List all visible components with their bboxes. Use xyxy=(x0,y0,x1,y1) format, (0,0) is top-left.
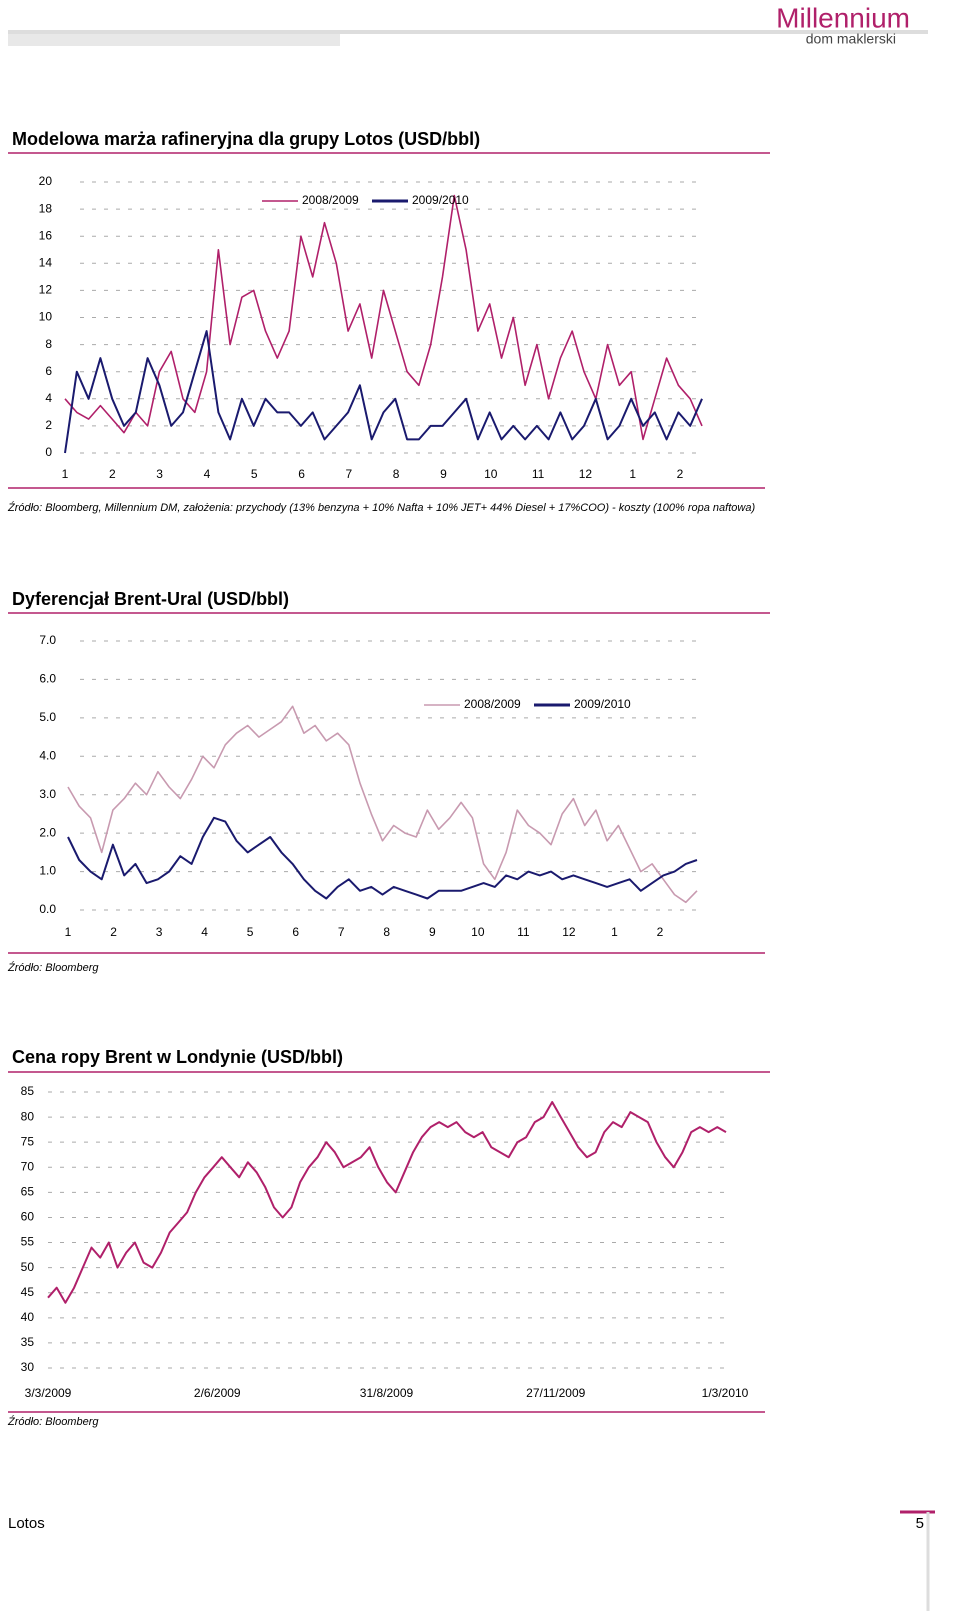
x-tick-label: 12 xyxy=(562,925,576,939)
y-tick-label: 60 xyxy=(21,1210,35,1224)
x-tick-label: 1 xyxy=(629,467,636,481)
series-line xyxy=(67,705,698,904)
x-tick-label: 4 xyxy=(201,925,208,939)
x-tick-label: 8 xyxy=(383,925,390,939)
source-note: Źródło: Bloomberg, Millennium DM, założe… xyxy=(7,501,755,514)
y-tick-label: 55 xyxy=(21,1235,35,1249)
x-tick-label: 10 xyxy=(484,467,498,481)
x-tick-label: 3/3/2009 xyxy=(25,1386,72,1400)
x-tick-label: 2 xyxy=(109,467,116,481)
x-tick-label: 6 xyxy=(298,467,305,481)
x-tick-label: 11 xyxy=(532,467,545,481)
chart-title: Modelowa marża rafineryjna dla grupy Lot… xyxy=(12,129,480,149)
x-tick-label: 1 xyxy=(62,467,69,481)
y-tick-label: 30 xyxy=(21,1360,35,1374)
footer-company: Lotos xyxy=(8,1515,45,1532)
x-tick-label: 1 xyxy=(65,925,72,939)
y-tick-label: 4 xyxy=(45,391,52,405)
y-tick-label: 1.0 xyxy=(39,864,56,878)
x-tick-label: 6 xyxy=(292,925,299,939)
y-tick-label: 7.0 xyxy=(39,633,56,647)
footer-page: 5 xyxy=(916,1515,924,1532)
x-tick-label: 31/8/2009 xyxy=(360,1386,414,1400)
source-note: Źródło: Bloomberg xyxy=(7,1415,99,1428)
y-tick-label: 14 xyxy=(39,255,53,269)
y-tick-label: 0.0 xyxy=(39,902,56,916)
subbrand: dom maklerski xyxy=(806,31,896,47)
x-tick-label: 2 xyxy=(657,925,664,939)
chart-title: Cena ropy Brent w Londynie (USD/bbl) xyxy=(12,1047,343,1067)
y-tick-label: 2 xyxy=(45,418,52,432)
header-bar xyxy=(8,30,928,34)
y-tick-label: 40 xyxy=(21,1310,35,1324)
legend-label: 2009/2010 xyxy=(574,697,631,711)
y-tick-label: 4.0 xyxy=(39,748,56,762)
y-tick-label: 3.0 xyxy=(39,787,56,801)
brand: Millennium xyxy=(776,2,910,33)
y-tick-label: 12 xyxy=(39,283,53,297)
y-tick-label: 6 xyxy=(45,364,52,378)
series-line xyxy=(67,816,698,900)
series-line xyxy=(47,1101,727,1304)
header-bar-shade xyxy=(8,34,340,46)
x-tick-label: 12 xyxy=(579,467,593,481)
x-tick-label: 2 xyxy=(677,467,684,481)
series-line xyxy=(64,330,703,454)
x-tick-label: 7 xyxy=(346,467,353,481)
legend-label: 2008/2009 xyxy=(302,193,359,207)
y-tick-label: 80 xyxy=(21,1109,35,1123)
x-tick-label: 2 xyxy=(110,925,117,939)
x-tick-label: 1 xyxy=(611,925,618,939)
x-tick-label: 9 xyxy=(429,925,436,939)
y-tick-label: 65 xyxy=(21,1185,35,1199)
x-tick-label: 1/3/2010 xyxy=(702,1386,749,1400)
x-tick-label: 3 xyxy=(156,925,163,939)
x-tick-label: 9 xyxy=(440,467,447,481)
y-tick-label: 10 xyxy=(39,310,53,324)
y-tick-label: 6.0 xyxy=(39,672,56,686)
y-tick-label: 85 xyxy=(21,1084,35,1098)
x-tick-label: 5 xyxy=(251,467,258,481)
source-note: Źródło: Bloomberg xyxy=(7,961,99,974)
y-tick-label: 2.0 xyxy=(39,825,56,839)
y-tick-label: 45 xyxy=(21,1285,35,1299)
y-tick-label: 75 xyxy=(21,1134,35,1148)
x-tick-label: 7 xyxy=(338,925,345,939)
y-tick-label: 20 xyxy=(39,174,53,188)
legend-label: 2008/2009 xyxy=(464,697,521,711)
y-tick-label: 16 xyxy=(39,228,53,242)
x-tick-label: 8 xyxy=(393,467,400,481)
y-tick-label: 50 xyxy=(21,1260,35,1274)
y-tick-label: 70 xyxy=(21,1159,35,1173)
chart-title: Dyferencjał Brent-Ural (USD/bbl) xyxy=(12,589,289,609)
legend-label: 2009/2010 xyxy=(412,193,469,207)
x-tick-label: 27/11/2009 xyxy=(526,1386,585,1400)
y-tick-label: 8 xyxy=(45,337,52,351)
x-tick-label: 4 xyxy=(204,467,211,481)
y-tick-label: 35 xyxy=(21,1335,35,1349)
x-tick-label: 3 xyxy=(156,467,163,481)
x-tick-label: 10 xyxy=(471,925,485,939)
y-tick-label: 5.0 xyxy=(39,710,56,724)
x-tick-label: 5 xyxy=(247,925,254,939)
x-tick-label: 2/6/2009 xyxy=(194,1386,241,1400)
y-tick-label: 18 xyxy=(39,201,53,215)
y-tick-label: 0 xyxy=(45,445,52,459)
x-tick-label: 11 xyxy=(517,925,530,939)
